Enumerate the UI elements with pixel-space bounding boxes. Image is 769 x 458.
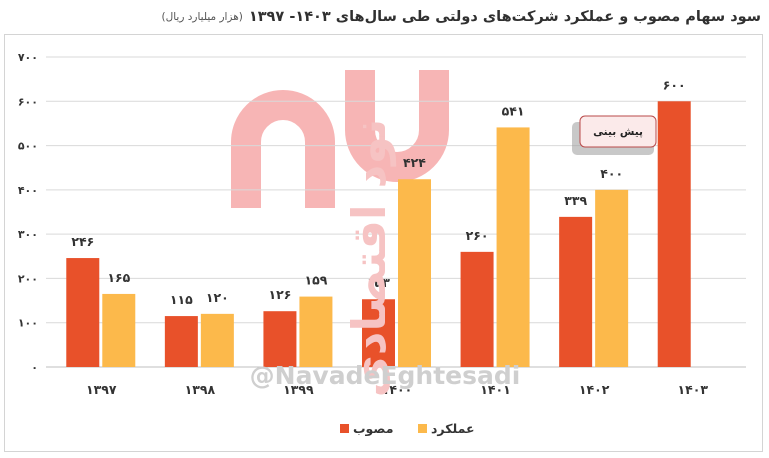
y-tick-label: ۷۰۰ bbox=[18, 51, 38, 64]
data-label: ۴۰۰ bbox=[600, 166, 623, 181]
y-tick-label: ۰ bbox=[31, 361, 38, 374]
data-label: ۱۵۳ bbox=[367, 275, 390, 290]
bar-approved bbox=[66, 258, 100, 367]
legend-swatch bbox=[340, 424, 349, 433]
y-tick-label: ۱۰۰ bbox=[18, 317, 38, 330]
bar-approved bbox=[263, 311, 297, 367]
title-row: سود سهام مصوب و عملکرد شرکت‌های دولتی طی… bbox=[161, 0, 761, 34]
legend-swatch bbox=[418, 424, 427, 433]
forecast-callout: پیش بینی bbox=[572, 115, 657, 155]
logo-arch-right bbox=[345, 70, 449, 182]
data-label: ۱۲۰ bbox=[206, 290, 229, 305]
callout-box bbox=[579, 115, 657, 148]
x-tick-label: ۱۴۰۱ bbox=[480, 382, 511, 397]
y-tick-label: ۵۰۰ bbox=[18, 140, 38, 153]
data-label: ۲۶۰ bbox=[466, 228, 489, 243]
data-label: ۱۱۵ bbox=[170, 292, 193, 307]
bar-performance bbox=[496, 127, 530, 368]
bar-approved bbox=[657, 101, 691, 368]
data-label: ۶۰۰ bbox=[663, 77, 686, 92]
callout-label: پیش بینی bbox=[593, 126, 643, 138]
grid-lines bbox=[46, 56, 746, 368]
data-label: ۴۲۴ bbox=[403, 155, 426, 170]
chart-title: سود سهام مصوب و عملکرد شرکت‌های دولتی طی… bbox=[248, 9, 761, 25]
x-axis-ticks: ۱۳۹۷ ۱۳۹۸ ۱۳۹۹ ۱۴۰۰ ۱۴۰۱ ۱۴۰۲ ۱۴۰۳ bbox=[86, 382, 708, 397]
y-tick-label: ۴۰۰ bbox=[18, 184, 38, 197]
x-tick-label: ۱۳۹۷ bbox=[86, 382, 117, 397]
y-tick-label: ۲۰۰ bbox=[18, 272, 38, 285]
bar-performance bbox=[200, 313, 234, 367]
data-label: ۱۵۹ bbox=[304, 273, 327, 288]
watermark-text: نود اقتصادی @NavadeEghtesadi bbox=[250, 119, 521, 398]
x-tick-label: ۱۴۰۲ bbox=[579, 382, 610, 397]
x-tick-label: ۱۴۰۰ bbox=[382, 382, 413, 397]
data-label: ۵۴۱ bbox=[502, 103, 525, 118]
data-label: ۱۶۵ bbox=[107, 270, 130, 285]
x-tick-label: ۱۴۰۳ bbox=[677, 382, 708, 397]
legend-label: عملکرد bbox=[431, 421, 474, 436]
bar-performance bbox=[595, 189, 629, 367]
legend-label: مصوب bbox=[353, 421, 393, 436]
x-tick-label: ۱۳۹۹ bbox=[283, 382, 314, 397]
chart-unit: (هزار میلیارد ریال) bbox=[161, 11, 243, 23]
data-label: ۱۲۶ bbox=[268, 287, 291, 302]
data-label: ۳۳۹ bbox=[564, 193, 587, 208]
bar-performance bbox=[398, 179, 431, 367]
bar-approved bbox=[362, 299, 395, 367]
bar-performance bbox=[299, 296, 333, 367]
y-tick-label: ۶۰۰ bbox=[18, 95, 38, 108]
data-labels: ۲۴۶ ۱۶۵ ۱۱۵ ۱۲۰ ۱۲۶ ۱۵۹ ۱۵۳ ۴۲۴ ۲۶۰ ۵۴۱ ۳۳۹ ۴۰۰ ۶۰۰ bbox=[71, 77, 685, 307]
y-axis-ticks: ۰ ۱۰۰ ۲۰۰ ۳۰۰ ۴۰۰ ۵۰۰ ۶۰۰ ۷۰۰ bbox=[18, 51, 38, 374]
watermark-logo-icon bbox=[231, 70, 449, 208]
x-tick-label: ۱۳۹۸ bbox=[185, 382, 216, 397]
data-label: ۲۴۶ bbox=[71, 234, 94, 249]
bar-approved bbox=[559, 216, 593, 367]
bar-performance bbox=[102, 293, 136, 367]
logo-arch-left bbox=[231, 90, 335, 208]
legend: عملکرد مصوب bbox=[340, 421, 474, 436]
chart-frame bbox=[4, 34, 763, 452]
watermark-vertical-text: نود اقتصادی bbox=[342, 119, 396, 398]
y-tick-label: ۳۰۰ bbox=[18, 228, 38, 241]
bar-approved bbox=[164, 316, 198, 367]
bar-approved bbox=[460, 251, 494, 367]
bars bbox=[66, 101, 691, 368]
watermark-handle: @NavadeEghtesadi bbox=[250, 361, 521, 390]
